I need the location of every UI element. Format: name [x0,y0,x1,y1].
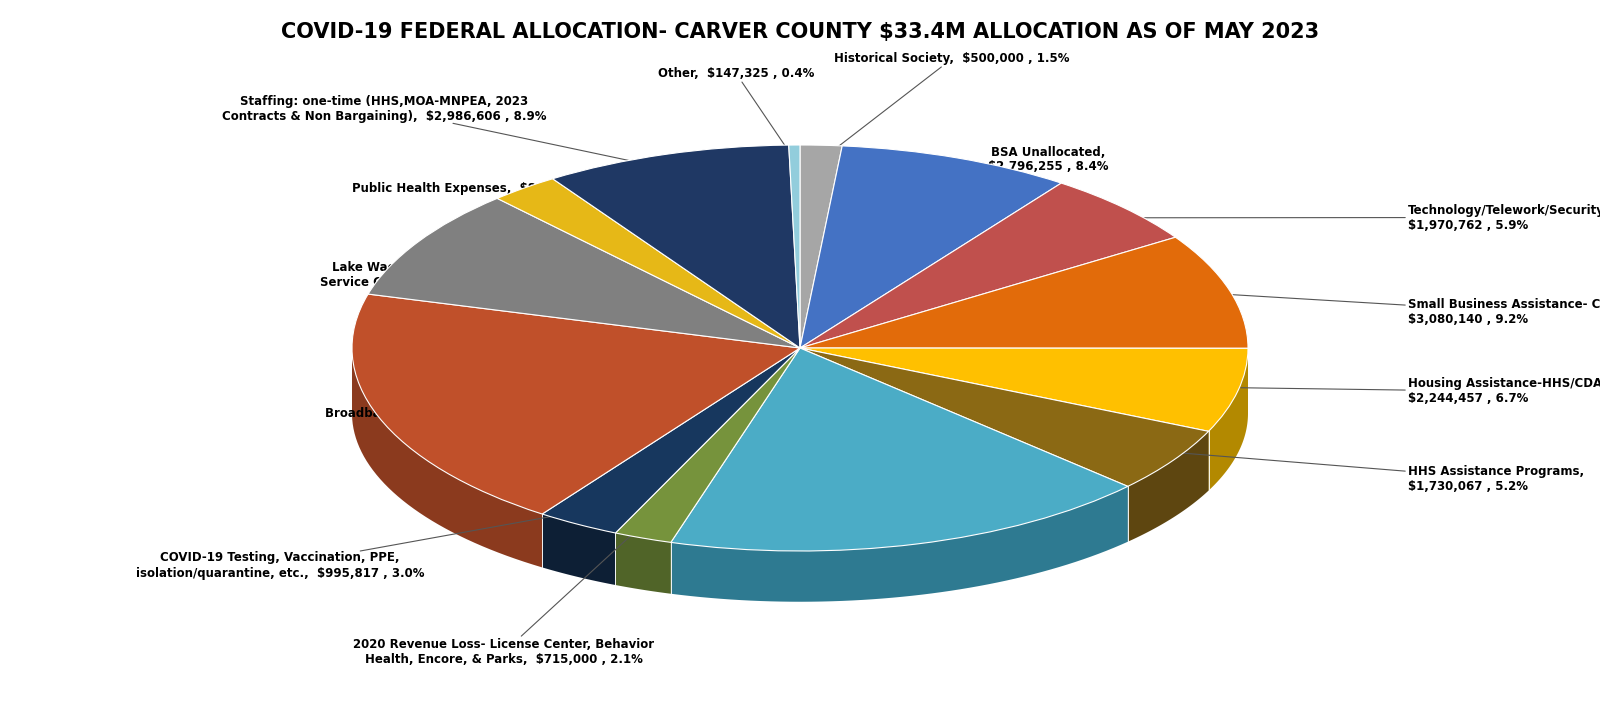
Polygon shape [1128,426,1208,542]
Polygon shape [670,476,1128,602]
Wedge shape [352,294,800,514]
Wedge shape [616,348,800,542]
Text: Historical Society,  $500,000 , 1.5%: Historical Society, $500,000 , 1.5% [824,52,1070,158]
Wedge shape [789,145,800,348]
Wedge shape [800,146,1061,348]
Polygon shape [542,502,616,585]
Text: Staffing: one-time (HHS,MOA-MNPEA, 2023
Contracts & Non Bargaining),  $2,986,606: Staffing: one-time (HHS,MOA-MNPEA, 2023 … [222,95,662,167]
Wedge shape [552,145,800,348]
Polygon shape [352,349,542,568]
Wedge shape [498,179,800,348]
Wedge shape [542,348,800,533]
Polygon shape [1208,348,1248,491]
Text: Small Business Assistance- CDA,
$3,080,140 , 9.2%: Small Business Assistance- CDA, $3,080,1… [1232,294,1600,326]
Text: BSA Unallocated,
$2,796,255 , 8.4%: BSA Unallocated, $2,796,255 , 8.4% [960,146,1109,173]
Wedge shape [800,237,1248,348]
Text: Housing Support,  $5,900,000 , 17.7%: Housing Support, $5,900,000 , 17.7% [730,407,982,528]
Text: HHS Assistance Programs,
$1,730,067 , 5.2%: HHS Assistance Programs, $1,730,067 , 5.… [1176,452,1584,492]
Wedge shape [800,348,1208,486]
Wedge shape [368,199,800,348]
Text: Lake Waconia Waterfront
Service Center,  $2,983,566 ,
8.9%: Lake Waconia Waterfront Service Center, … [320,252,512,304]
Text: Public Health Expenses,  $848,953 , 2.5%: Public Health Expenses, $848,953 , 2.5% [352,182,627,199]
Wedge shape [670,348,1128,551]
Wedge shape [800,183,1176,348]
Wedge shape [800,145,842,348]
Wedge shape [800,348,1248,431]
Text: 2020 Revenue Loss- License Center, Behavior
Health, Encore, & Parks,  $715,000 ,: 2020 Revenue Loss- License Center, Behav… [354,526,654,666]
Text: Housing Assistance-HHS/CDA,
$2,244,457 , 6.7%: Housing Assistance-HHS/CDA, $2,244,457 ,… [1240,378,1600,405]
Text: Technology/Telework/Security,
$1,970,762 , 5.9%: Technology/Telework/Security, $1,970,762… [1126,204,1600,231]
Text: Other,  $147,325 , 0.4%: Other, $147,325 , 0.4% [658,67,814,157]
Text: Broadband,  $6,500,000 , 19.5%: Broadband, $6,500,000 , 19.5% [325,407,539,420]
Polygon shape [616,520,670,594]
Text: COVID-19 FEDERAL ALLOCATION- CARVER COUNTY $33.4M ALLOCATION AS OF MAY 2023: COVID-19 FEDERAL ALLOCATION- CARVER COUN… [282,22,1318,42]
Text: COVID-19 Testing, Vaccination, PPE,
isolation/quarantine, etc.,  $995,817 , 3.0%: COVID-19 Testing, Vaccination, PPE, isol… [136,512,574,579]
